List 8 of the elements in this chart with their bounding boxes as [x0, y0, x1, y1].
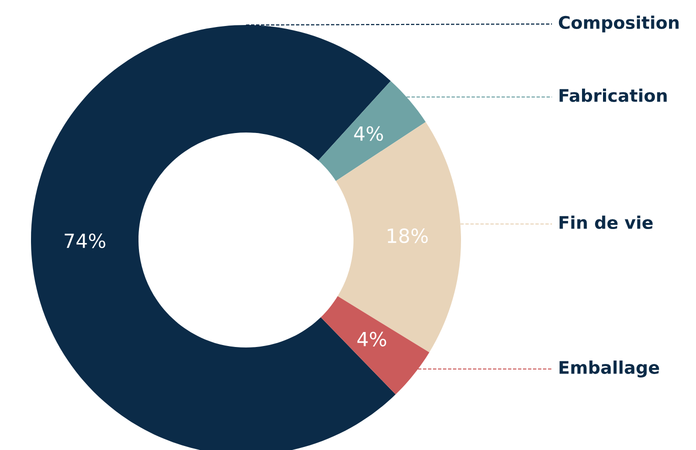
data-label: 4%	[357, 332, 386, 346]
slice-label: Emballage	[560, 360, 660, 378]
data-label: 74%	[64, 233, 106, 248]
slice-label: Composition	[558, 16, 679, 32]
slice-label: Fabrication	[560, 88, 667, 102]
slice-label: Fin de vie	[560, 216, 653, 230]
data-label: 4%	[354, 126, 383, 141]
data-label: 18%	[388, 228, 428, 244]
